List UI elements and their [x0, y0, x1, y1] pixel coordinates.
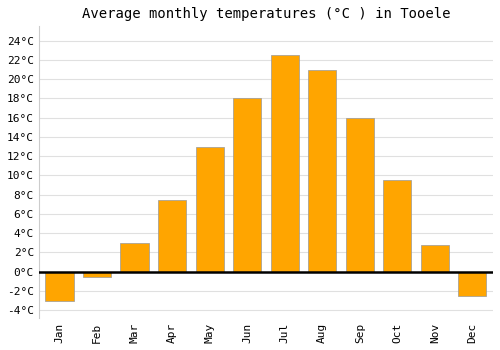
Bar	[346, 118, 374, 272]
Bar	[383, 180, 412, 272]
Bar	[270, 55, 299, 272]
Bar	[421, 245, 449, 272]
Bar	[458, 272, 486, 296]
Bar	[120, 243, 148, 272]
Bar	[46, 272, 74, 301]
Bar	[83, 272, 111, 276]
Bar	[196, 147, 224, 272]
Bar	[233, 98, 261, 272]
Bar	[158, 199, 186, 272]
Bar	[308, 70, 336, 272]
Title: Average monthly temperatures (°C ) in Tooele: Average monthly temperatures (°C ) in To…	[82, 7, 450, 21]
